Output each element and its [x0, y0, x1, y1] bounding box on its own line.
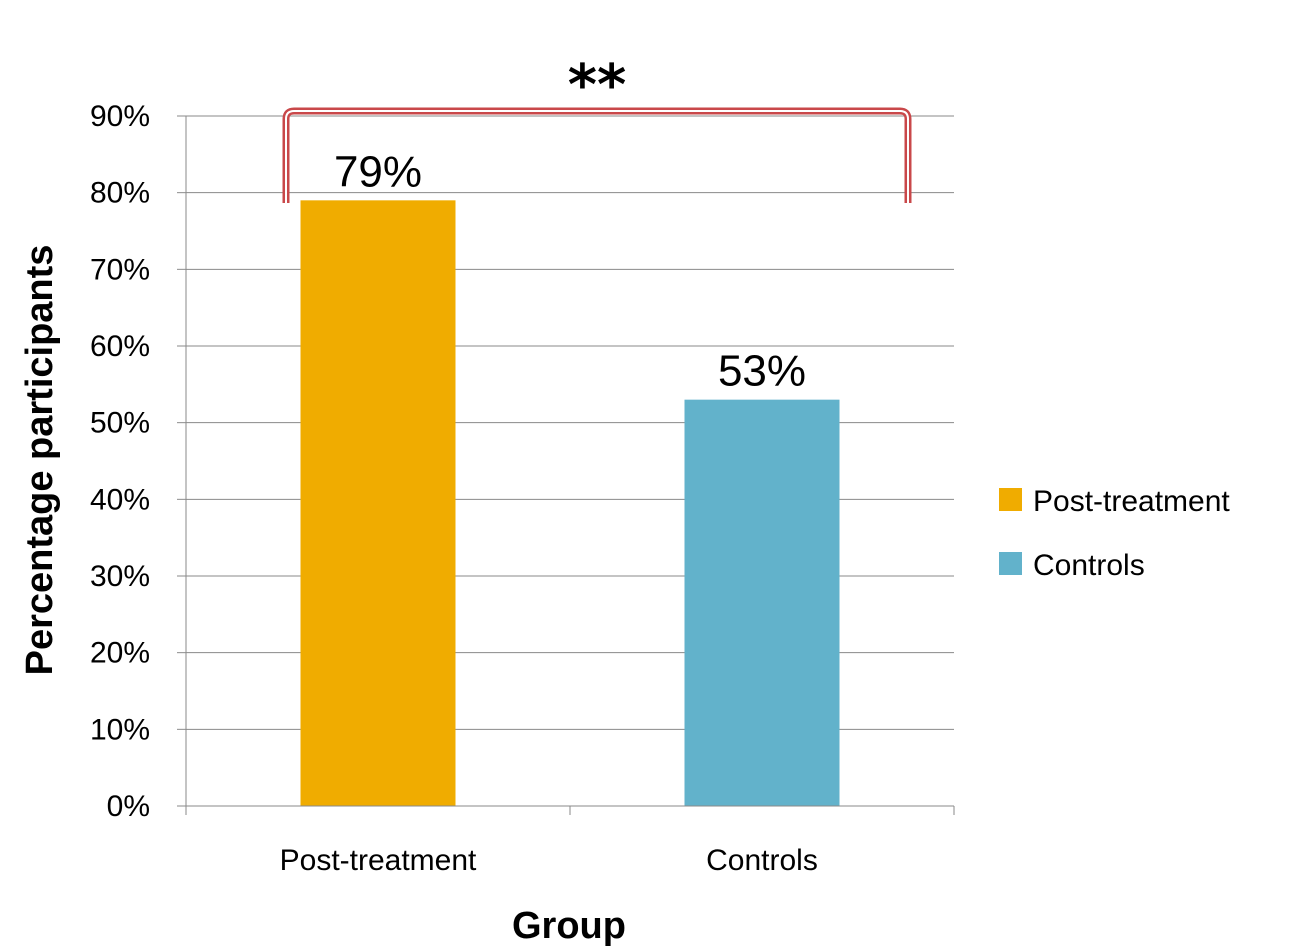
y-tick-label: 60% [90, 330, 150, 363]
y-tick-label: 20% [90, 637, 150, 670]
significance-annotation: ** [282, 53, 912, 203]
x-tick-label: Post-treatment [280, 844, 477, 877]
y-tick-label: 40% [90, 483, 150, 516]
data-label: 79% [334, 147, 422, 196]
bars [300, 200, 840, 807]
y-axis-title: Percentage participants [19, 245, 61, 676]
x-tick-label: Controls [706, 844, 818, 877]
x-tick-labels: Post-treatment Controls [280, 844, 818, 877]
y-tick-label: 0% [107, 790, 150, 823]
significance-stars: ** [568, 53, 627, 118]
y-tick-label: 90% [90, 100, 150, 133]
y-tick-label: 80% [90, 177, 150, 210]
bar-post-treatment [300, 200, 456, 807]
legend-label: Controls [1033, 549, 1145, 582]
y-tick-label: 70% [90, 253, 150, 286]
x-axis-title: Group [512, 905, 626, 947]
y-tick-labels: 0% 10% 20% 30% 40% 50% 60% 70% 80% 90% [90, 100, 150, 823]
y-tick-label: 30% [90, 560, 150, 593]
y-tick-label: 50% [90, 407, 150, 440]
data-labels: 79% 53% [334, 147, 806, 395]
significance-bracket-inner [285, 110, 909, 203]
data-label: 53% [718, 347, 806, 396]
legend-label: Post-treatment [1033, 485, 1230, 518]
legend-swatch [999, 488, 1022, 511]
legend: Post-treatment Controls [999, 485, 1230, 582]
bar-controls [684, 399, 840, 806]
y-tick-label: 10% [90, 713, 150, 746]
axes [177, 115, 955, 815]
legend-swatch [999, 552, 1022, 575]
